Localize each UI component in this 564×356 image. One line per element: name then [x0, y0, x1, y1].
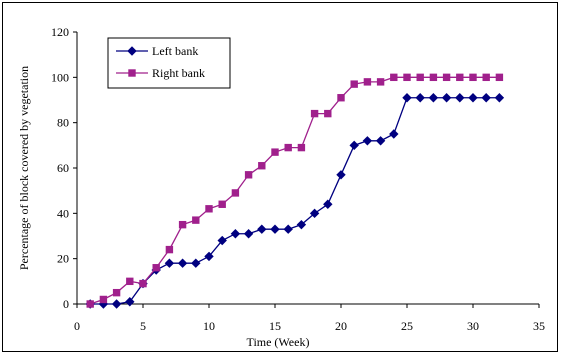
right-bank-point — [258, 162, 266, 170]
right-bank-point — [205, 205, 213, 213]
left-bank-point — [349, 140, 359, 151]
right-bank-point — [297, 143, 306, 152]
right-bank-point — [99, 295, 108, 304]
x-tick-label: 20 — [335, 319, 347, 333]
left-bank-point — [164, 258, 175, 268]
left-bank-point — [468, 93, 478, 103]
right-bank-point — [112, 288, 121, 297]
left-bank-point — [111, 299, 122, 309]
right-bank-point — [192, 216, 200, 224]
right-bank-point — [284, 143, 292, 152]
left-bank-point — [389, 129, 399, 139]
left-bank-point — [217, 235, 227, 246]
x-tick-label: 0 — [74, 319, 80, 333]
right-bank-point — [218, 200, 226, 208]
right-bank-point — [350, 80, 358, 88]
right-bank-point — [376, 78, 385, 86]
right-bank-point — [244, 171, 253, 179]
x-tick-label: 10 — [203, 319, 215, 333]
left-bank-point — [204, 251, 214, 262]
right-bank-point — [429, 73, 438, 82]
right-bank-point — [469, 73, 477, 82]
right-bank-point — [165, 245, 174, 254]
left-bank-point — [415, 93, 425, 103]
legend-right-bank-marker — [128, 69, 136, 77]
left-bank-point — [270, 224, 280, 234]
legend-left-bank-marker — [127, 46, 137, 56]
y-tick-label: 80 — [57, 116, 69, 130]
left-bank-point — [309, 208, 320, 219]
y-axis-title: Percentage of block covered by vegetatio… — [17, 66, 31, 270]
y-tick-label: 20 — [57, 252, 69, 266]
y-tick-label: 0 — [63, 297, 69, 311]
left-bank-point — [257, 224, 267, 234]
left-bank-point — [494, 93, 505, 103]
left-bank-point — [243, 229, 254, 239]
legend-left-bank-label: Left bank — [152, 44, 198, 58]
right-bank-point — [152, 264, 160, 272]
left-bank-point — [177, 258, 188, 268]
right-bank-point — [416, 73, 424, 82]
left-bank-point — [455, 93, 465, 103]
right-bank-point — [482, 73, 490, 82]
left-bank-point — [336, 170, 346, 180]
y-tick-label: 100 — [51, 70, 69, 84]
left-bank-point — [296, 219, 307, 230]
right-bank-point — [310, 109, 319, 118]
right-bank-point — [324, 109, 332, 118]
left-bank-point — [125, 297, 135, 307]
right-bank-point — [442, 73, 451, 82]
right-bank-point — [337, 94, 345, 102]
right-bank-point — [139, 279, 147, 288]
right-bank-point — [126, 277, 134, 286]
y-tick-label: 60 — [57, 161, 69, 175]
left-bank-point — [362, 136, 373, 146]
x-tick-label: 25 — [401, 319, 413, 333]
y-tick-label: 40 — [57, 206, 69, 220]
left-bank-point — [481, 93, 491, 103]
right-bank-point — [495, 73, 504, 82]
left-bank-point — [428, 93, 439, 103]
left-bank-point — [283, 224, 293, 234]
legend-right-bank-label: Right bank — [152, 66, 205, 80]
x-tick-label: 30 — [467, 319, 479, 333]
y-tick-label: 120 — [51, 25, 69, 39]
left-bank-point — [230, 229, 241, 239]
left-bank-point — [375, 136, 386, 146]
right-bank-point — [456, 73, 464, 82]
x-tick-label: 35 — [533, 319, 545, 333]
right-bank-point — [231, 189, 240, 197]
legend-box — [107, 37, 231, 89]
x-tick-label: 5 — [140, 319, 146, 333]
left-bank-point — [191, 258, 201, 268]
right-bank-point — [86, 300, 94, 308]
right-bank-point — [403, 73, 411, 82]
x-tick-label: 15 — [269, 319, 281, 333]
right-bank-point — [363, 78, 372, 86]
right-bank-point — [390, 73, 398, 82]
left-bank-point — [441, 93, 452, 103]
left-bank-point — [323, 199, 333, 209]
left-bank-point — [402, 93, 412, 103]
right-bank-point — [271, 148, 279, 156]
x-axis-title: Time (Week) — [247, 335, 310, 349]
right-bank-point — [178, 220, 187, 229]
chart-frame — [2, 2, 558, 352]
